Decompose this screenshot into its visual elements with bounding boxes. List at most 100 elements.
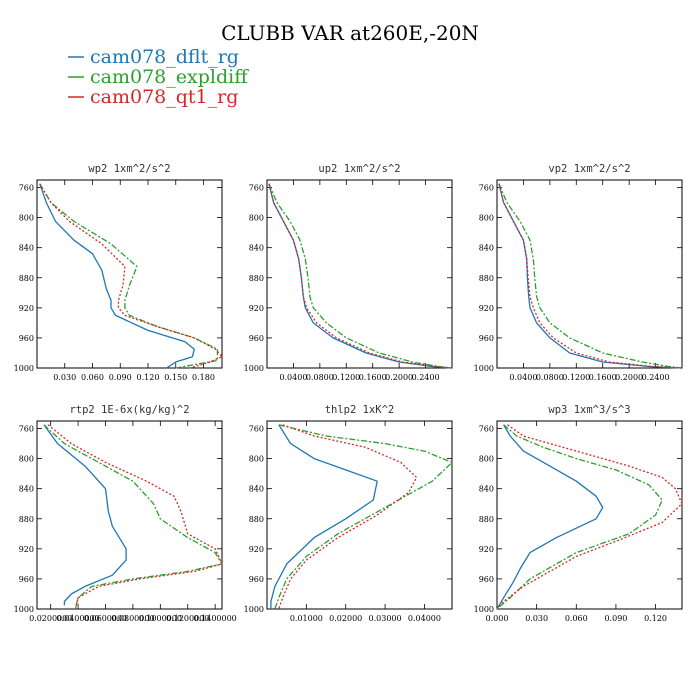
series-line-3 xyxy=(498,183,683,369)
y-tick-label: 1000 xyxy=(244,605,264,614)
panel-title: up2 1xm^2/s^2 xyxy=(318,163,400,175)
x-tick-label: 0.0400000 xyxy=(56,614,99,623)
y-tick-label: 920 xyxy=(19,304,34,313)
x-tick-label: 0.2400 xyxy=(412,373,440,382)
y-tick-label: 1000 xyxy=(244,364,264,373)
y-tick-label: 960 xyxy=(479,334,494,343)
x-tick-label: 0.0400 xyxy=(509,373,537,382)
panel-1: wp2 1xm^2/s^2 760 800 840 880 920 960 1000 0.030… xyxy=(14,163,223,382)
y-tick-label: 800 xyxy=(249,214,264,223)
series-line-1 xyxy=(268,183,453,369)
x-tick-label: 0.01000 xyxy=(290,614,323,623)
y-tick-label: 840 xyxy=(19,244,34,253)
y-tick-label: 800 xyxy=(479,214,494,223)
y-tick-label: 840 xyxy=(249,485,264,494)
y-tick-label: 840 xyxy=(19,485,34,494)
plot-frame xyxy=(266,179,453,369)
y-tick-label: 800 xyxy=(19,455,34,464)
y-tick-label: 960 xyxy=(479,575,494,584)
legend-label-expldiff: cam078_expldiff xyxy=(90,66,249,88)
x-tick-label: 0.04000 xyxy=(408,614,441,623)
y-tick-label: 1000 xyxy=(474,364,494,373)
x-tick-label: 0.000 xyxy=(486,614,509,623)
series-line-3 xyxy=(47,424,223,610)
series-line-3 xyxy=(39,183,223,369)
series-line-1 xyxy=(270,424,378,609)
x-tick-label: 0.120 xyxy=(644,614,667,623)
panel-title: rtp2 1E-6x(kg/kg)^2 xyxy=(69,404,189,416)
x-tick-label: 0.0800 xyxy=(536,373,564,382)
panel-3: vp2 1xm^2/s^2 760 800 840 880 920 960 1000 0.040… xyxy=(474,163,683,382)
legend-item-expldiff: cam078_expldiff xyxy=(68,66,249,88)
plot-frame xyxy=(36,179,223,369)
x-tick-label: 0.030 xyxy=(53,373,76,382)
series-line-3 xyxy=(496,424,683,610)
y-tick-label: 920 xyxy=(249,545,264,554)
y-tick-label: 880 xyxy=(19,274,34,283)
x-tick-label: 0.2000 xyxy=(385,373,413,382)
legend-item-dflt: cam078_dflt_rg xyxy=(68,46,239,68)
series-line-1 xyxy=(39,183,195,369)
y-tick-label: 760 xyxy=(249,184,264,193)
x-tick-label: 0.0400 xyxy=(279,373,307,382)
series-line-1 xyxy=(43,424,127,606)
x-tick-label: 0.1200000 xyxy=(166,614,209,623)
y-tick-label: 920 xyxy=(479,304,494,313)
series-line-2 xyxy=(39,183,219,369)
panel-2: up2 1xm^2/s^2 760 800 840 880 920 960 1000 0.040… xyxy=(244,163,453,382)
panel-title: wp3 1xm^3/s^3 xyxy=(548,404,630,416)
y-tick-label: 840 xyxy=(249,244,264,253)
panel-6: wp3 1xm^3/s^3 760 800 840 880 920 960 10000.000… xyxy=(474,404,683,623)
x-tick-label: 0.1600 xyxy=(589,373,617,382)
y-tick-label: 920 xyxy=(249,304,264,313)
y-tick-label: 760 xyxy=(19,184,34,193)
y-tick-label: 800 xyxy=(249,455,264,464)
x-tick-label: 0.02000 xyxy=(329,614,362,623)
y-tick-label: 1000 xyxy=(14,364,34,373)
legend-label-qt1: cam078_qt1_rg xyxy=(90,86,238,108)
x-tick-label: 0.1400000 xyxy=(194,614,237,623)
series-line-3 xyxy=(268,183,453,369)
x-tick-label: 0.1600 xyxy=(359,373,387,382)
x-tick-label: 0.030 xyxy=(525,614,548,623)
x-tick-label: 0.060 xyxy=(81,373,104,382)
y-tick-label: 960 xyxy=(249,334,264,343)
y-tick-label: 880 xyxy=(479,274,494,283)
panel-title: wp2 1xm^2/s^2 xyxy=(88,163,170,175)
x-tick-label: 0.090 xyxy=(604,614,627,623)
legend-item-qt1: cam078_qt1_rg xyxy=(68,86,238,108)
y-tick-label: 760 xyxy=(479,184,494,193)
x-tick-label: 0.03000 xyxy=(369,614,402,623)
y-tick-label: 1000 xyxy=(474,605,494,614)
x-tick-label: 0.1200 xyxy=(332,373,360,382)
y-tick-label: 920 xyxy=(19,545,34,554)
y-tick-label: 840 xyxy=(479,244,494,253)
y-tick-label: 880 xyxy=(249,274,264,283)
y-tick-label: 840 xyxy=(479,485,494,494)
series-line-2 xyxy=(268,183,453,369)
y-tick-label: 960 xyxy=(19,334,34,343)
series-line-2 xyxy=(496,424,663,610)
legend: cam078_dflt_rg cam078_expldiff cam078_qt… xyxy=(68,46,249,108)
x-tick-label: 0.1200 xyxy=(562,373,590,382)
panel-title: thlp2 1xK^2 xyxy=(325,404,395,416)
plot-frame xyxy=(266,420,453,610)
plot-frame xyxy=(36,420,223,610)
series-line-1 xyxy=(498,183,683,369)
x-tick-label: 0.150 xyxy=(164,373,187,382)
plot-frame xyxy=(496,420,683,610)
series-line-3 xyxy=(278,424,418,610)
series-line-2 xyxy=(274,424,453,610)
y-tick-label: 880 xyxy=(479,515,494,524)
series-line-2 xyxy=(43,424,223,610)
x-tick-label: 0.2000 xyxy=(615,373,643,382)
x-tick-label: 0.090 xyxy=(109,373,132,382)
y-tick-label: 960 xyxy=(19,575,34,584)
panel-4: rtp2 1E-6x(kg/kg)^2 760 800 840 880 920 960 100… xyxy=(14,404,237,623)
y-tick-label: 800 xyxy=(479,455,494,464)
y-tick-label: 760 xyxy=(249,425,264,434)
legend-label-dflt: cam078_dflt_rg xyxy=(90,46,239,68)
y-tick-label: 920 xyxy=(479,545,494,554)
